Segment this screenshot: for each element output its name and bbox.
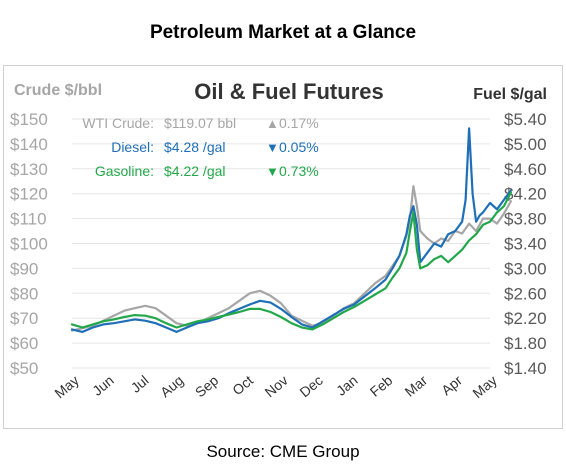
legend-label-wti-crude: WTI Crude: xyxy=(82,115,154,131)
left-tick-label: $80 xyxy=(10,284,38,303)
right-axis-label: Fuel $/gal xyxy=(473,86,547,103)
legend-change-gasoline: 0.73% xyxy=(279,163,319,179)
left-tick-label: $140 xyxy=(10,135,48,154)
legend-arrow-wti-crude: ▲ xyxy=(266,116,279,131)
x-tick-label: Dec xyxy=(296,372,325,400)
legend-arrow-gasoline: ▼ xyxy=(266,164,279,179)
x-tick-label: May xyxy=(51,372,82,401)
x-tick-label: Apr xyxy=(438,372,465,398)
right-tick-label: $5.40 xyxy=(504,110,547,129)
series-line-diesel xyxy=(70,127,512,333)
x-tick-label: Sep xyxy=(192,372,222,400)
left-tick-label: $60 xyxy=(10,334,38,353)
x-tick-label: Oct xyxy=(229,372,256,398)
page-title: Petroleum Market at a Glance xyxy=(149,22,417,43)
right-tick-label: $5.00 xyxy=(504,135,547,154)
x-axis-ticks: May Jun Jul Aug Sep Oct Nov Dec Jan Feb Mar Apr May xyxy=(51,372,500,401)
right-tick-label: $4.20 xyxy=(504,185,547,204)
left-axis-label: Crude $/bbl xyxy=(14,82,102,99)
x-tick-label: Aug xyxy=(157,372,186,400)
legend-change-wti-crude: 0.17% xyxy=(279,115,319,131)
left-tick-label: $50 xyxy=(10,359,38,378)
left-tick-label: $90 xyxy=(10,259,38,278)
x-tick-label: May xyxy=(469,372,500,401)
series-line-gasoline xyxy=(70,191,512,331)
series-lines xyxy=(70,127,512,333)
oil-fuel-futures-chart: Oil & Fuel Futures Crude $/bbl Fuel $/ga… xyxy=(10,79,547,401)
x-tick-label: Feb xyxy=(367,372,396,400)
x-tick-label: Jan xyxy=(333,372,361,399)
legend-change-diesel: 0.05% xyxy=(279,139,319,155)
right-tick-label: $1.80 xyxy=(504,334,547,353)
x-tick-label: Jul xyxy=(128,372,152,396)
legend-label-diesel: Diesel: xyxy=(111,139,154,155)
left-tick-label: $130 xyxy=(10,160,48,179)
right-tick-label: $3.40 xyxy=(504,235,547,254)
left-tick-label: $70 xyxy=(10,309,38,328)
left-tick-label: $100 xyxy=(10,235,48,254)
gridlines xyxy=(72,118,490,369)
legend: WTI Crude: $119.07 bbl ▲ 0.17% Diesel: $4.28 … xyxy=(82,115,318,179)
chart-frame: Oil & Fuel Futures Crude $/bbl Fuel $/ga… xyxy=(3,65,563,429)
right-tick-label: $2.60 xyxy=(504,284,547,303)
right-tick-label: $3.00 xyxy=(504,259,547,278)
right-tick-label: $3.80 xyxy=(504,210,547,229)
x-tick-label: Jun xyxy=(89,372,117,399)
x-tick-label: Mar xyxy=(401,372,430,400)
legend-price-gasoline: $4.22 /gal xyxy=(164,163,226,179)
legend-price-wti-crude: $119.07 bbl xyxy=(164,115,236,131)
right-tick-label: $4.60 xyxy=(504,160,547,179)
right-tick-label: $1.40 xyxy=(504,359,547,378)
right-axis-ticks: $1.40 $1.80 $2.20 $2.60 $3.00 $3.40 $3.80 $4.20… xyxy=(504,110,547,378)
source-note: Source: CME Group xyxy=(206,442,360,461)
left-axis-ticks: $50 $60 $70 $80 $90 $100 $110 $120 $130 $140 $150 xyxy=(10,110,48,378)
left-tick-label: $110 xyxy=(10,210,47,229)
chart-title: Oil & Fuel Futures xyxy=(194,79,383,104)
x-tick-label: Nov xyxy=(262,372,291,400)
left-tick-label: $150 xyxy=(10,110,48,129)
left-tick-label: $120 xyxy=(10,185,48,204)
legend-arrow-diesel: ▼ xyxy=(266,140,279,155)
legend-price-diesel: $4.28 /gal xyxy=(164,139,226,155)
right-tick-label: $2.20 xyxy=(504,309,547,328)
legend-label-gasoline: Gasoline: xyxy=(95,163,154,179)
